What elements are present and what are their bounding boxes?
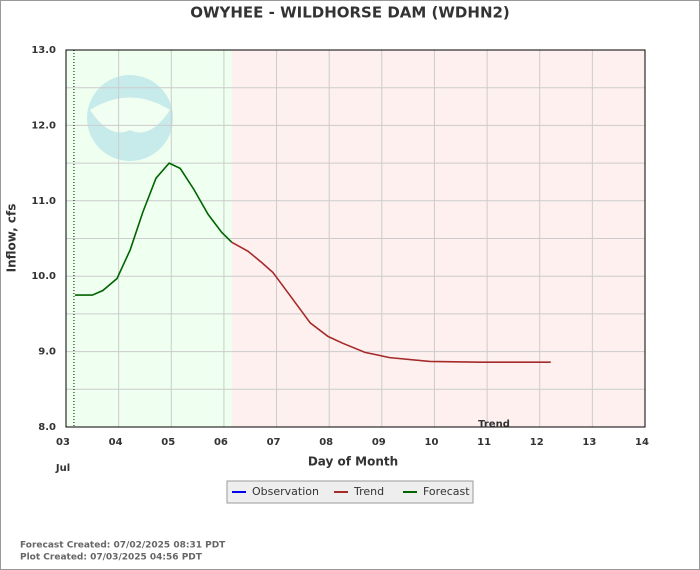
x-tick-label: 11 bbox=[477, 437, 491, 448]
x-tick-label: 13 bbox=[582, 437, 596, 448]
series-line bbox=[74, 162, 233, 296]
x-tick-label: 10 bbox=[424, 437, 438, 448]
x-tick-label: 14 bbox=[635, 437, 649, 448]
footer-text: Plot Created: 07/03/2025 04:56 PDT bbox=[20, 553, 203, 563]
y-tick-label: 9.0 bbox=[38, 347, 56, 358]
x-tick-label: 04 bbox=[109, 437, 123, 448]
plot-border bbox=[65, 49, 646, 428]
annotation: Trend bbox=[478, 419, 510, 430]
x-axis-label: Day of Month bbox=[308, 455, 398, 469]
y-tick-label: 10.0 bbox=[31, 271, 56, 282]
legend-box bbox=[226, 480, 474, 504]
legend-label: Forecast bbox=[423, 485, 470, 498]
legend-label: Observation bbox=[252, 485, 319, 498]
y-axis-label: Inflow, cfs bbox=[5, 204, 19, 273]
month-label: Jul bbox=[55, 463, 70, 474]
footer-text: Forecast Created: 07/02/2025 08:31 PDT bbox=[20, 541, 226, 551]
x-tick-label: 03 bbox=[56, 437, 70, 448]
x-tick-label: 07 bbox=[267, 437, 281, 448]
x-tick-label: 05 bbox=[161, 437, 175, 448]
legend-label: Trend bbox=[353, 485, 384, 498]
x-tick-label: 08 bbox=[319, 437, 333, 448]
x-tick-label: 12 bbox=[530, 437, 544, 448]
noaa-logo bbox=[87, 75, 173, 161]
y-tick-label: 12.0 bbox=[31, 120, 56, 131]
series-line bbox=[231, 241, 551, 363]
y-tick-label: 11.0 bbox=[31, 196, 56, 207]
chart-title: OWYHEE - WILDHORSE DAM (WDHN2) bbox=[190, 4, 510, 22]
x-tick-label: 09 bbox=[372, 437, 386, 448]
y-tick-label: 13.0 bbox=[31, 45, 56, 56]
x-tick-label: 06 bbox=[214, 437, 228, 448]
y-tick-label: 8.0 bbox=[38, 422, 56, 433]
